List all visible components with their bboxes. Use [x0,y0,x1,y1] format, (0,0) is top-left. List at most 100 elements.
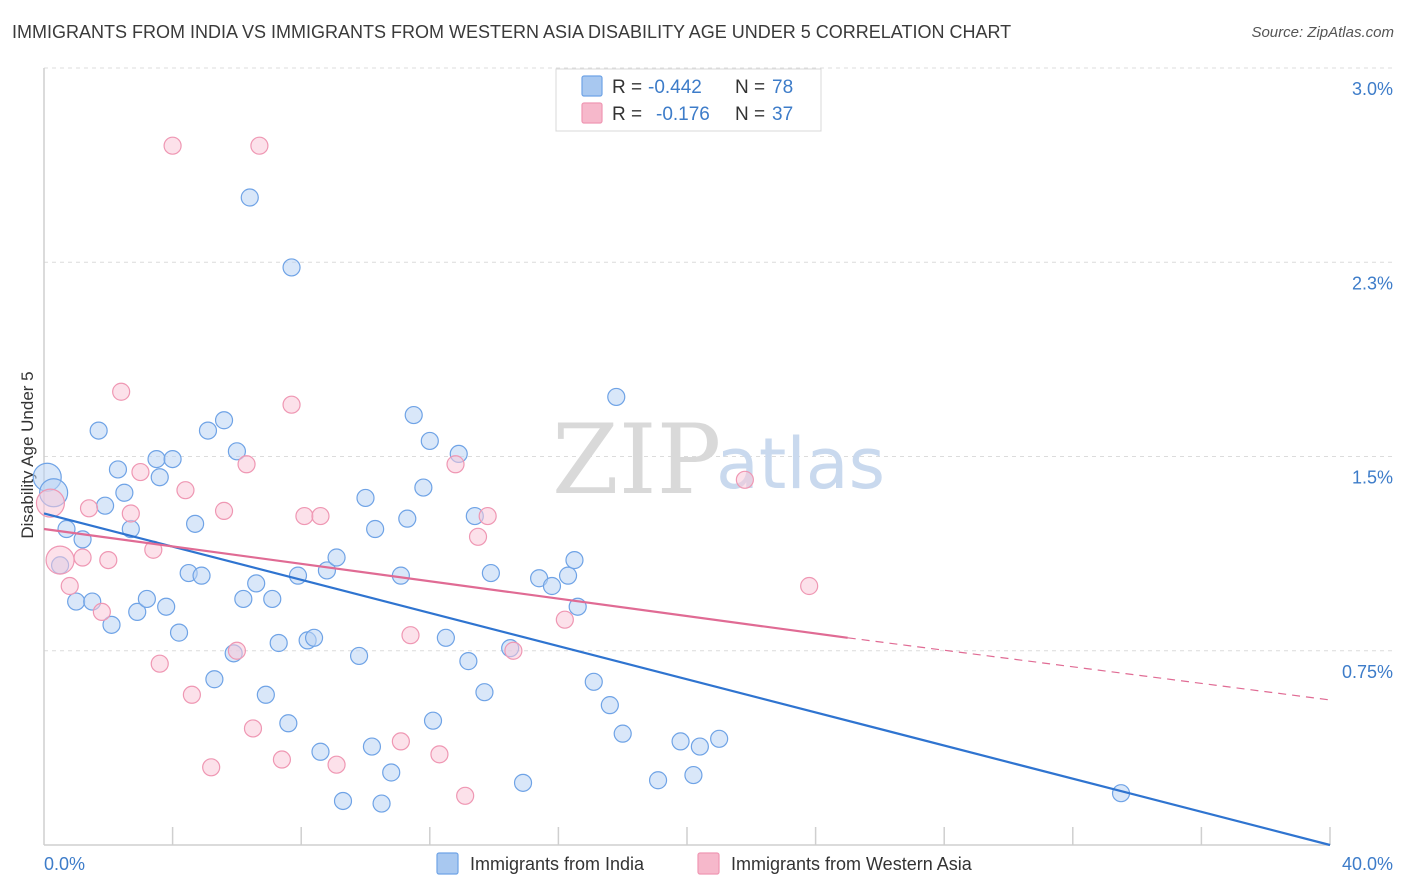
western-asia-point [282,395,301,414]
western-asia-point [478,506,497,526]
india-point [475,683,494,702]
western-asia-point [73,548,92,567]
india-point [565,550,584,570]
western-asia-point [99,550,118,570]
source-label: Source: ZipAtlas.com [1251,24,1394,41]
western-asia-point [446,455,465,474]
western-asia-point [131,462,150,482]
western-asia-point [163,136,182,155]
western-asia-point [176,481,195,500]
western-asia-point [327,755,346,774]
india-point [333,791,353,811]
western-asia-point [504,641,523,660]
legend-r-label-india: R = [612,77,642,98]
india-point [459,652,478,671]
india-point [327,548,346,567]
legend-n-value-western-asia: 37 [772,104,793,125]
india-point [234,589,253,609]
india-point [163,449,182,469]
legend-r-label-western-asia: R = [612,104,642,125]
y-tick-label: 3.0% [1352,79,1393,99]
india-point [398,509,417,528]
india-point [382,763,401,782]
stats-legend: R = -0.442 N = 78 R = -0.176 N = 37 [555,68,822,132]
india-point [192,566,211,585]
western-asia-point [112,382,131,401]
legend-r-value-western-asia: -0.176 [656,104,710,125]
western-asia-point [800,576,819,596]
western-asia-point [311,506,330,526]
india-point [137,589,156,609]
bottom-legend-label-india: Immigrants from India [470,854,645,874]
india-trend-line [43,512,1331,847]
india-point [169,623,189,642]
chart-title: IMMIGRANTS FROM INDIA VS IMMIGRANTS FROM… [12,22,1012,42]
india-point [102,615,121,634]
india-point [436,628,455,647]
india-point [607,387,626,407]
india-point [67,592,86,611]
india-point [558,566,578,585]
india-point [198,421,218,440]
india-point [157,597,176,616]
western-asia-point [45,545,75,575]
india-point [349,646,369,666]
india-point [372,794,391,813]
legend-swatch-western-asia [581,102,603,124]
bottom-legend-swatch-india [436,852,459,875]
india-point [186,514,205,533]
india-point [648,771,668,790]
india-point [366,519,385,539]
western-asia-point [92,602,111,622]
western-asia-point [227,641,246,660]
western-asia-point [295,506,314,526]
india-point [584,672,603,691]
scatter-points [32,136,1131,813]
india-point [128,602,147,622]
western-asia-point [121,504,140,523]
india-point [304,628,324,647]
x-tick-label-max: 40.0% [1342,854,1393,874]
india-point [600,696,619,715]
western-asia-point [401,626,420,645]
india-point [263,589,282,609]
legend-r-value-india: -0.442 [648,77,702,98]
india-point [684,765,703,785]
india-point [513,773,533,792]
western-asia-trend-extension [847,637,1331,701]
western-asia-point [79,499,99,518]
bottom-legend-label-western-asia: Immigrants from Western Asia [731,854,973,874]
western-asia-point [456,786,475,805]
india-point [240,188,259,207]
india-point [150,468,169,487]
watermark-atlas: atlas [716,423,885,505]
x-axis-ticks [171,827,1331,845]
x-tick-label-min: 0.0% [44,854,85,874]
india-point [279,714,298,733]
legend-swatch-india [581,75,603,97]
india-point [690,737,709,756]
western-asia-point [214,501,234,520]
india-point [481,563,500,583]
western-asia-point [243,719,263,738]
india-point [542,576,562,596]
india-point [356,488,375,508]
western-asia-point [555,610,574,629]
y-tick-label: 2.3% [1352,273,1393,293]
western-asia-point [35,488,66,518]
india-point [710,729,729,748]
y-axis-tick-labels: 0.75% 1.5% 2.3% 3.0% [1342,79,1393,682]
western-asia-trend-line [43,527,848,639]
india-point [205,670,224,689]
y-tick-label: 0.75% [1342,662,1393,682]
india-point [423,711,443,730]
trend-lines [43,512,1331,847]
legend-n-label-western-asia: N = [735,104,765,125]
western-asia-point [391,732,410,751]
gridlines [44,67,1392,652]
india-point [89,421,108,440]
india-point [311,742,330,761]
india-point [404,405,423,425]
india-point [115,483,134,502]
